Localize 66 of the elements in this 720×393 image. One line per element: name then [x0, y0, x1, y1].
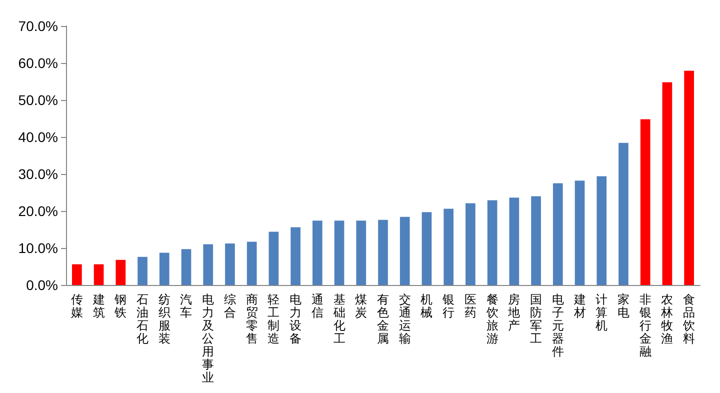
x-tick-label: 石油石化	[136, 292, 149, 346]
bar	[444, 208, 454, 285]
x-tick-label: 电子元器件	[552, 292, 564, 358]
bar	[531, 196, 541, 285]
bar	[378, 220, 388, 285]
x-tick-label: 非银行金融	[638, 292, 652, 358]
x-tick-label: 家电	[617, 292, 630, 320]
y-tick-label: 10.0%	[18, 240, 58, 256]
bar	[246, 242, 257, 285]
x-tick-label: 综合	[224, 292, 236, 320]
x-tick-label: 商贸零售	[246, 292, 258, 346]
y-tick-label: 0.0%	[26, 277, 58, 293]
x-tick-label: 房地产	[507, 292, 520, 332]
x-tick-label: 建筑	[92, 292, 105, 320]
x-tick-label: 交通运输	[398, 292, 411, 346]
y-tick-label: 20.0%	[18, 203, 58, 219]
bar	[618, 142, 628, 285]
y-tick-label: 40.0%	[18, 129, 58, 145]
bar	[268, 232, 279, 285]
x-tick-label: 汽车	[180, 292, 192, 320]
x-tick-label: 计算机	[596, 292, 608, 332]
bar	[203, 244, 214, 285]
y-tick-label: 70.0%	[18, 18, 58, 34]
bar	[662, 82, 672, 285]
y-tick-label: 30.0%	[18, 166, 58, 182]
x-tick-label: 电力及公用事业	[202, 292, 214, 384]
y-tick-label: 60.0%	[18, 55, 58, 71]
x-tick-label: 餐饮旅游	[485, 292, 498, 346]
x-tick-label: 医药	[464, 292, 476, 320]
bar	[159, 252, 170, 285]
bar	[116, 260, 126, 285]
bar	[181, 249, 192, 285]
x-tick-label: 银行	[442, 292, 455, 320]
bar	[225, 244, 235, 285]
bar	[574, 180, 585, 285]
bar	[487, 200, 498, 285]
x-tick-label: 通信	[311, 292, 324, 320]
x-tick-label: 电力设备	[290, 292, 302, 346]
x-tick-label: 农林牧渔	[660, 292, 674, 346]
bar	[596, 176, 607, 285]
bar	[552, 183, 563, 285]
bar	[312, 220, 322, 285]
x-tick-label: 有色金属	[377, 292, 389, 346]
x-tick-label: 轻工制造	[268, 292, 280, 346]
x-tick-label: 煤炭	[355, 292, 368, 320]
bar	[400, 216, 410, 285]
bar	[422, 212, 432, 285]
x-tick-label: 机械	[420, 292, 433, 320]
bar	[356, 220, 366, 285]
bar	[684, 70, 694, 285]
bar	[138, 256, 148, 285]
x-tick-label: 钢铁	[114, 292, 127, 320]
bar	[640, 119, 650, 285]
x-tick-label: 传媒	[70, 292, 83, 320]
bar	[509, 198, 520, 285]
bar	[466, 203, 476, 285]
x-tick-label: 建材	[572, 292, 586, 320]
x-tick-label: 食品饮料	[682, 292, 696, 346]
y-tick-label: 50.0%	[18, 92, 58, 108]
bar	[334, 220, 344, 285]
bar	[72, 264, 82, 285]
bar	[290, 227, 300, 285]
bar	[94, 264, 104, 285]
x-tick-label: 国防军工	[530, 292, 542, 346]
x-tick-label: 纺织服装	[158, 292, 170, 346]
x-tick-label: 基础化工	[332, 292, 346, 346]
